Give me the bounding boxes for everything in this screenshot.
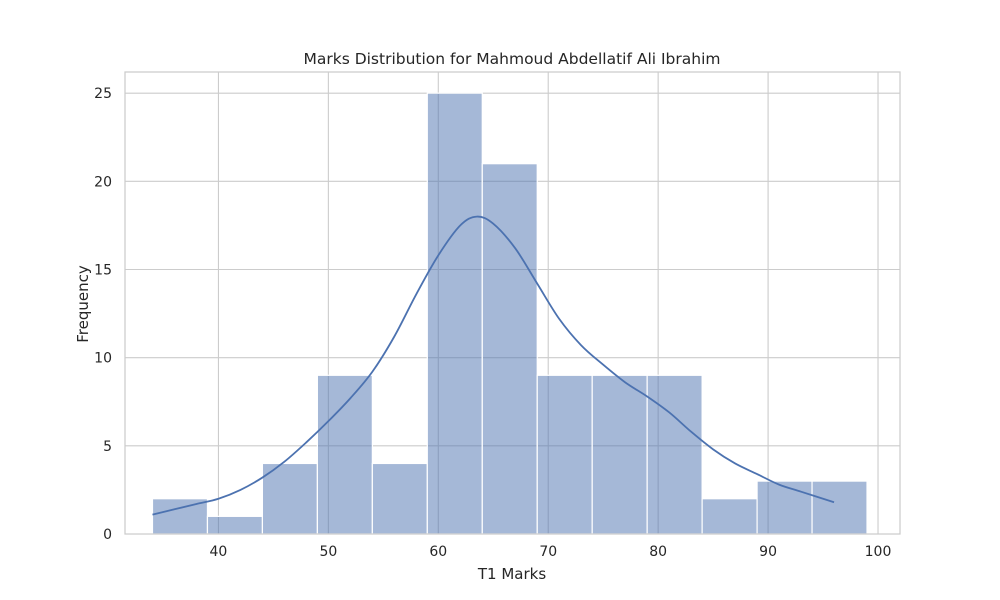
x-axis-label: T1 Marks — [477, 565, 546, 583]
y-tick-labels: 0 5 10 15 20 25 — [94, 86, 112, 543]
histogram-bar — [756, 480, 813, 535]
y-tick-label: 15 — [94, 262, 112, 278]
x-tick-label: 50 — [319, 544, 337, 560]
histogram-bar — [481, 163, 538, 535]
kde-curve — [152, 215, 835, 516]
histogram-bar — [536, 374, 593, 535]
histogram-bar — [426, 92, 483, 535]
y-tick-label: 5 — [103, 439, 112, 455]
chart-title: Marks Distribution for Mahmoud Abdellati… — [303, 50, 720, 68]
kde-curve-group — [152, 215, 835, 516]
histogram-bar — [371, 462, 428, 535]
x-tick-label: 70 — [539, 544, 557, 560]
y-tick-label: 20 — [94, 174, 112, 190]
x-tick-labels: 40 50 60 70 80 90 100 — [210, 544, 892, 560]
histogram-bars — [151, 92, 868, 535]
histogram-bar — [811, 480, 868, 535]
histogram-bar — [316, 374, 373, 535]
y-tick-label: 10 — [94, 351, 112, 367]
histogram-bar — [261, 462, 318, 535]
plot-frame — [124, 71, 901, 535]
y-axis-label: Frequency — [74, 265, 92, 343]
x-tick-label: 60 — [429, 544, 447, 560]
y-tick-label: 0 — [103, 527, 112, 543]
x-tick-label: 40 — [210, 544, 228, 560]
x-tick-label: 80 — [649, 544, 667, 560]
histogram-bar — [206, 515, 264, 535]
histogram-bar — [646, 374, 703, 535]
x-tick-label: 100 — [865, 544, 892, 560]
x-tick-label: 90 — [759, 544, 777, 560]
y-tick-label: 25 — [94, 86, 112, 102]
histogram-bar — [591, 374, 648, 535]
histogram-bar — [701, 498, 758, 535]
